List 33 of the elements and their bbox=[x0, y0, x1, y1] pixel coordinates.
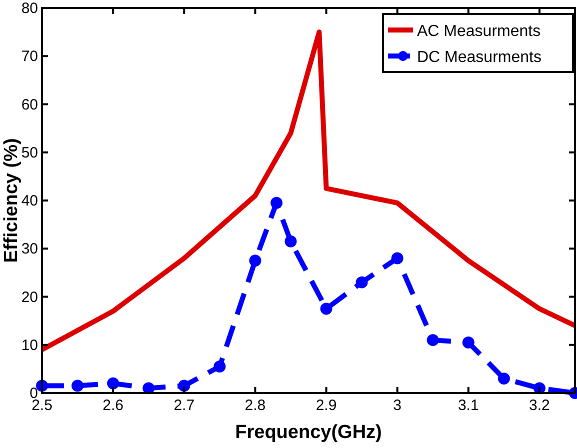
x-tick-label: 2.6 bbox=[102, 397, 124, 414]
x-tick-label: 2.9 bbox=[316, 397, 337, 414]
y-tick-label: 50 bbox=[21, 144, 38, 162]
y-tick-label: 60 bbox=[21, 96, 38, 114]
point bbox=[391, 252, 404, 264]
x-tick-label: 2.7 bbox=[174, 397, 195, 414]
point bbox=[178, 380, 190, 392]
point bbox=[320, 302, 332, 315]
point bbox=[356, 276, 368, 288]
y-tick-label: 20 bbox=[21, 288, 38, 306]
x-tick-label: 2.8 bbox=[244, 397, 266, 414]
point bbox=[214, 360, 226, 373]
x-tick-label: 2.5 bbox=[32, 397, 52, 414]
point bbox=[107, 377, 120, 390]
point bbox=[270, 196, 283, 209]
x-axis-title: Frequency(GHz) bbox=[235, 422, 382, 443]
y-tick-label: 70 bbox=[21, 48, 38, 66]
x-tick-label: 3.1 bbox=[458, 397, 479, 414]
point bbox=[249, 254, 262, 267]
y-tick-label: 30 bbox=[21, 240, 38, 258]
point bbox=[426, 334, 439, 346]
point bbox=[72, 380, 84, 392]
point bbox=[498, 372, 510, 385]
point bbox=[462, 336, 474, 348]
y-tick-label: 10 bbox=[21, 336, 38, 354]
y-axis-title: Efficiency (%) bbox=[1, 138, 22, 263]
y-tick-label: 40 bbox=[21, 192, 38, 210]
y-tick-label: 80 bbox=[21, 0, 38, 17]
x-tick-label: 3.2 bbox=[529, 397, 550, 414]
legend-label: DC Measurments bbox=[417, 49, 542, 66]
x-tick-label: 3 bbox=[393, 397, 402, 414]
legend-label: AC Measurments bbox=[417, 23, 541, 40]
point bbox=[284, 235, 297, 248]
